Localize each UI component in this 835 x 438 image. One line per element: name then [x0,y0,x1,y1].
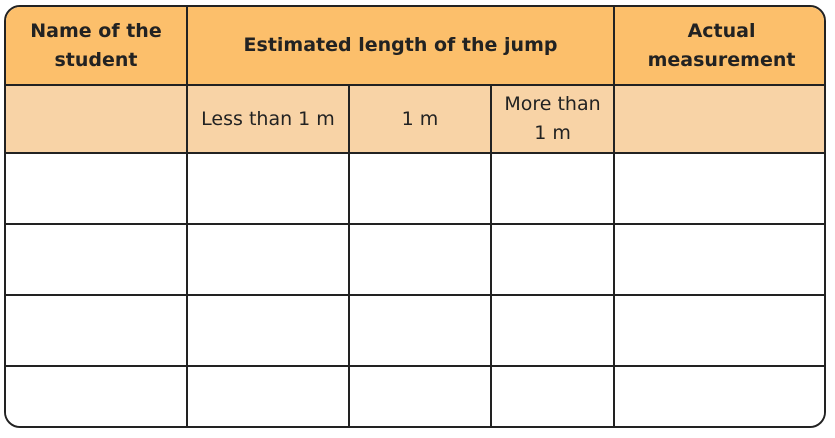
cell-actual [613,152,824,225]
cell-equal [348,223,492,296]
cell-less [186,294,350,367]
cell-more [489,223,616,296]
subheader-more-label: More than 1 m [504,93,601,144]
table-subheader-row: Less than 1 m 1 m More than 1 m [6,84,824,154]
table-header-row: Name of the student Estimated length of … [6,7,824,86]
subheader-less-than-1m: Less than 1 m [186,84,350,154]
subheader-equal-label: 1 m [401,107,439,130]
header-estimated-label: Estimated length of the jump [243,34,558,56]
cell-actual [613,294,824,367]
cell-equal [348,152,492,225]
jump-estimation-table-frame: Name of the student Estimated length of … [4,5,826,428]
cell-actual [613,365,824,426]
header-name-of-student: Name of the student [6,7,188,86]
cell-more [489,152,616,225]
jump-estimation-table: Name of the student Estimated length of … [6,7,824,426]
subheader-1m: 1 m [348,84,492,154]
cell-less [186,152,350,225]
cell-name [6,223,188,296]
table-row [6,294,824,367]
table-row [6,365,824,426]
header-actual-measurement: Actual measurement [613,7,824,86]
header-name-label: Name of the student [30,19,162,71]
cell-equal [348,365,492,426]
cell-equal [348,294,492,367]
cell-less [186,365,350,426]
cell-name [6,365,188,426]
subheader-more-than-1m: More than 1 m [489,84,616,154]
subheader-less-label: Less than 1 m [201,107,335,130]
cell-less [186,223,350,296]
header-actual-label: Actual measurement [647,19,796,71]
header-estimated-length: Estimated length of the jump [185,7,616,86]
cell-name [6,294,188,367]
cell-name [6,152,188,225]
cell-more [489,294,616,367]
subheader-empty-name [6,84,188,154]
table-row [6,223,824,296]
subheader-empty-actual [613,84,824,154]
table-row [6,152,824,225]
cell-more [489,365,616,426]
cell-actual [613,223,824,296]
